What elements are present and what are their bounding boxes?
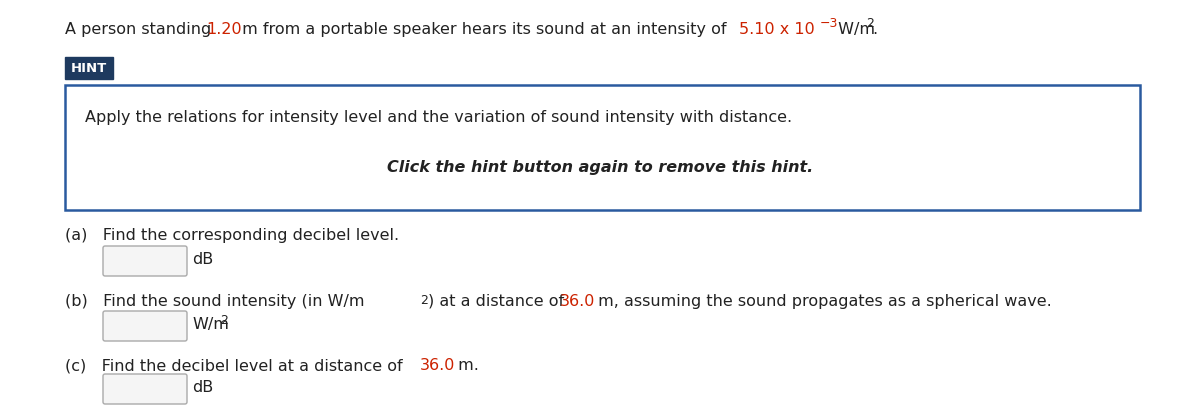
Text: (b)   Find the sound intensity (in W/m: (b) Find the sound intensity (in W/m — [65, 294, 365, 309]
Text: m.: m. — [454, 358, 479, 373]
Text: 5.10 x 10: 5.10 x 10 — [739, 22, 815, 37]
FancyBboxPatch shape — [65, 57, 113, 79]
Text: dB: dB — [192, 252, 214, 267]
Text: m from a portable speaker hears its sound at an intensity of: m from a portable speaker hears its soun… — [238, 22, 732, 37]
Text: dB: dB — [192, 380, 214, 395]
Text: 36.0: 36.0 — [560, 294, 595, 309]
Text: Apply the relations for intensity level and the variation of sound intensity wit: Apply the relations for intensity level … — [85, 110, 792, 125]
Text: HINT: HINT — [71, 61, 107, 75]
Text: 2: 2 — [420, 294, 428, 307]
Text: (c)   Find the decibel level at a distance of: (c) Find the decibel level at a distance… — [65, 358, 408, 373]
Text: A person standing: A person standing — [65, 22, 216, 37]
Text: .: . — [872, 22, 877, 37]
FancyBboxPatch shape — [65, 85, 1140, 210]
Text: W/m: W/m — [192, 317, 229, 332]
FancyBboxPatch shape — [103, 374, 187, 404]
Text: W/m: W/m — [833, 22, 875, 37]
Text: −3: −3 — [820, 17, 839, 30]
Text: (a)   Find the corresponding decibel level.: (a) Find the corresponding decibel level… — [65, 228, 400, 243]
Text: Click the hint button again to remove this hint.: Click the hint button again to remove th… — [386, 160, 814, 175]
Text: 36.0: 36.0 — [420, 358, 455, 373]
FancyBboxPatch shape — [103, 311, 187, 341]
Text: 2: 2 — [220, 314, 228, 327]
Text: m, assuming the sound propagates as a spherical wave.: m, assuming the sound propagates as a sp… — [593, 294, 1051, 309]
Text: ) at a distance of: ) at a distance of — [428, 294, 569, 309]
FancyBboxPatch shape — [103, 246, 187, 276]
Text: 1.20: 1.20 — [206, 22, 241, 37]
Text: 2: 2 — [866, 17, 874, 30]
